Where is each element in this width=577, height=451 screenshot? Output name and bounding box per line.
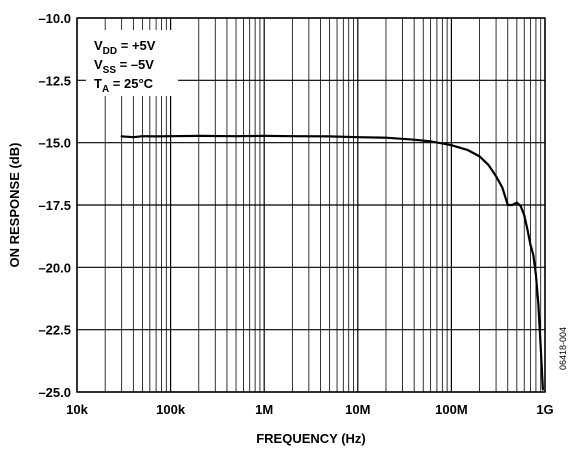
series-layer: [120, 134, 545, 391]
figure-id-label: 06418-004: [558, 327, 568, 370]
plot-frame: [76, 17, 546, 393]
x-tick-label: 10M: [345, 402, 370, 417]
x-tick-label: 1M: [255, 402, 273, 417]
condition-value: = 25°C: [109, 76, 153, 91]
condition-2: VSS = –5V: [94, 57, 154, 76]
condition-symbol: V: [94, 57, 103, 72]
condition-subscript: SS: [103, 65, 117, 76]
x-tick-label: 1G: [536, 402, 553, 417]
y-tick-label: –12.5: [38, 73, 71, 88]
y-tick-label: –17.5: [38, 198, 71, 213]
y-tick-label: –22.5: [38, 323, 71, 338]
condition-3: TA = 25°C: [94, 76, 154, 95]
condition-subscript: A: [102, 84, 109, 95]
x-tick-labels: 10k 100k 1M 10M 100M 1G: [66, 402, 554, 417]
y-axis-title: ON RESPONSE (dB): [7, 143, 22, 268]
y-tick-label: –25.0: [38, 385, 71, 400]
condition-1: VDD = +5V: [94, 38, 156, 57]
x-axis-title: FREQUENCY (Hz): [256, 431, 366, 446]
conditions-legend-background: [86, 30, 178, 96]
condition-subscript: DD: [103, 46, 117, 57]
condition-value: = –5V: [116, 57, 154, 72]
y-tick-label: –10.0: [38, 11, 71, 26]
y-tick-label: –15.0: [38, 136, 71, 151]
x-tick-label: 10k: [66, 402, 88, 417]
condition-symbol: V: [94, 38, 103, 53]
condition-symbol: T: [94, 76, 102, 91]
x-tick-label: 100M: [435, 402, 468, 417]
y-tick-labels: –10.0 –12.5 –15.0 –17.5 –20.0 –22.5 –25.0: [38, 11, 71, 400]
x-tick-label: 100k: [156, 402, 186, 417]
condition-value: = +5V: [117, 38, 156, 53]
series-line-1: [120, 134, 545, 391]
y-tick-label: –20.0: [38, 260, 71, 275]
